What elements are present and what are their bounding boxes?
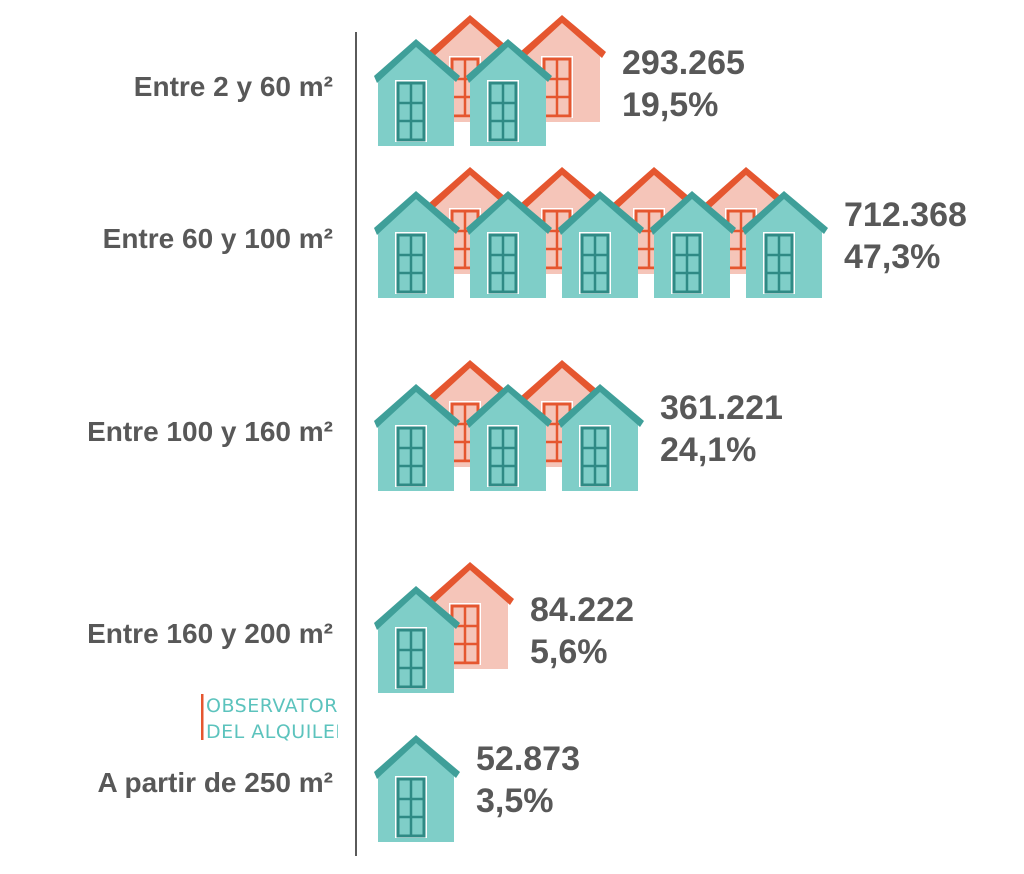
value-label: 361.221 [660,389,783,427]
value-label: 84.222 [530,591,634,629]
logo-line-2: DEL ALQUILER [206,721,338,743]
category-label: A partir de 250 m² [98,767,333,798]
house-icon-teal [374,384,460,491]
value-label: 293.265 [622,44,745,82]
house-icon-teal [558,191,644,298]
house-icon-teal [742,191,828,298]
house-icon-teal [374,39,460,146]
house-icon-teal [466,191,552,298]
house-icon-teal [558,384,644,491]
house-icon-teal [374,191,460,298]
category-label: Entre 160 y 200 m² [87,618,333,649]
percent-label: 24,1% [660,431,756,469]
value-label: 52.873 [476,740,580,778]
category-label: Entre 100 y 160 m² [87,416,333,447]
house-icon-teal [650,191,736,298]
chart-row: Entre 100 y 160 m² 361.221 24,1% [87,360,783,491]
percent-label: 5,6% [530,633,608,671]
chart-row: Entre 160 y 200 m² 84.222 5,6% [87,562,634,693]
category-label: Entre 60 y 100 m² [103,223,333,254]
house-icon-teal [374,735,460,842]
observatorio-logo: OBSERVATORIO DEL ALQUILER [201,694,338,743]
house-icon-teal [374,586,460,693]
category-label: Entre 2 y 60 m² [134,71,333,102]
house-icon-teal [466,39,552,146]
percent-label: 47,3% [844,238,940,276]
logo-line-1: OBSERVATORIO [206,695,338,717]
percent-label: 3,5% [476,782,554,820]
chart-row: Entre 2 y 60 m² 293.265 19,5% [134,15,745,146]
house-icon-teal [466,384,552,491]
logo-accent-bar [201,694,204,740]
percent-label: 19,5% [622,86,718,124]
value-label: 712.368 [844,196,967,234]
chart-row: Entre 60 y 100 m² 712.368 47,3% [103,167,967,298]
chart-row: A partir de 250 m² 52.873 3,5% [98,735,580,842]
